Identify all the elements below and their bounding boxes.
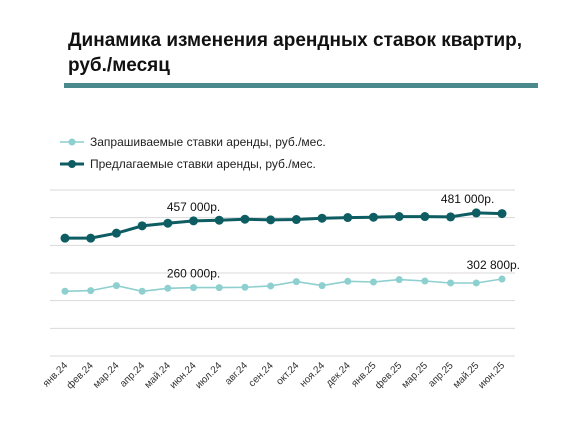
- data-point: [421, 277, 429, 285]
- data-point: [497, 209, 507, 219]
- series-line: [64, 278, 503, 293]
- data-point: [498, 275, 506, 283]
- x-tick-label: дек.24: [324, 360, 353, 389]
- x-tick-label: май.25: [451, 360, 482, 391]
- data-point: [446, 212, 456, 222]
- x-tick-label: мар.24: [91, 360, 122, 391]
- x-tick-label: июн.25: [476, 360, 507, 391]
- data-point: [267, 282, 275, 290]
- data-point: [343, 213, 353, 223]
- data-point: [368, 212, 378, 222]
- x-tick-label: май.24: [143, 360, 174, 391]
- x-tick-label: фев.25: [372, 359, 404, 391]
- data-point: [214, 215, 224, 225]
- data-point: [190, 284, 198, 292]
- series-line: [65, 211, 503, 240]
- data-point: [215, 284, 223, 292]
- data-label: 302 800р.: [467, 258, 520, 272]
- data-point: [241, 283, 249, 291]
- data-point: [344, 277, 352, 285]
- chart-title: Динамика изменения арендных ставок кварт…: [68, 30, 523, 76]
- data-label: 481 000р.: [441, 192, 494, 206]
- legend-marker: [68, 138, 76, 146]
- legend-entry: Запрашиваемые ставки аренды, руб./мес.: [90, 135, 326, 149]
- series-lines: [60, 208, 507, 295]
- data-point: [318, 282, 326, 290]
- data-point: [472, 279, 480, 287]
- x-tick-label: ноя.24: [298, 360, 328, 390]
- title-underline: [64, 83, 538, 88]
- data-labels: 457 000р. 481 000р. 260 000р. 302 800р.: [167, 192, 520, 281]
- x-tick-label: апр.25: [426, 360, 456, 390]
- data-point: [420, 212, 430, 222]
- data-point: [471, 208, 481, 218]
- legend: Запрашиваемые ставки аренды, руб./мес. Пр…: [60, 135, 326, 171]
- data-point: [60, 233, 70, 243]
- data-point: [317, 213, 327, 223]
- x-tick-label: июл.24: [194, 360, 225, 391]
- data-label: 260 000р.: [167, 267, 220, 281]
- data-point: [164, 284, 172, 292]
- x-tick-label: июн.24: [168, 360, 199, 391]
- x-tick-label: мар.25: [400, 360, 431, 391]
- data-point: [266, 215, 276, 225]
- data-point: [447, 279, 455, 287]
- data-point: [87, 287, 95, 295]
- data-point: [61, 287, 69, 295]
- data-point: [137, 221, 147, 231]
- data-point: [292, 278, 300, 286]
- data-point: [86, 233, 96, 243]
- x-tick-label: окт.24: [274, 360, 301, 387]
- data-point: [395, 276, 403, 284]
- data-point: [369, 278, 377, 286]
- legend-entry: Предлагаемые ставки аренды, руб./мес.: [90, 157, 316, 171]
- data-point: [240, 214, 250, 224]
- data-point: [111, 228, 121, 238]
- x-tick-label: сен.24: [247, 360, 276, 389]
- x-tick-label: авг.24: [223, 360, 250, 387]
- data-point: [394, 212, 404, 222]
- data-point: [291, 215, 301, 225]
- x-tick-label: апр.24: [118, 360, 148, 390]
- data-point: [138, 287, 146, 295]
- gridlines: [50, 189, 515, 357]
- data-label: 457 000р.: [167, 200, 220, 214]
- x-tick-label: фев.24: [64, 359, 96, 391]
- data-point: [163, 218, 173, 228]
- data-point: [189, 216, 199, 226]
- legend-marker: [68, 160, 76, 168]
- x-axis-ticks: янв.24фев.24мар.24апр.24май.24июн.24июл.…: [41, 359, 507, 391]
- data-point: [112, 282, 120, 290]
